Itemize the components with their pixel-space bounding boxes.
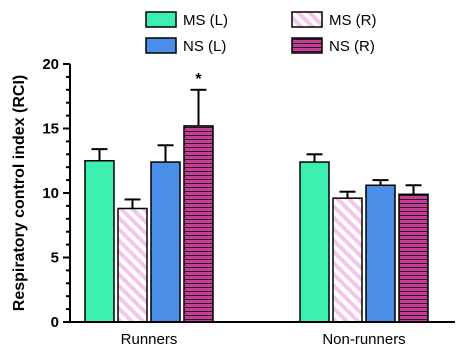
bar [332, 197, 363, 323]
legend-swatch [145, 11, 177, 28]
bar [299, 161, 330, 323]
error-bars [91, 88, 422, 209]
bar [117, 207, 148, 323]
annotations: * [195, 71, 202, 88]
y-tick-label: 0 [51, 314, 59, 331]
bar [84, 160, 115, 323]
x-axis: Runners Non-runners [70, 321, 455, 348]
legend-label: NS (L) [183, 38, 226, 55]
bar [150, 161, 181, 323]
legend-label: NS (R) [329, 38, 375, 55]
legend-swatch [291, 11, 323, 28]
bars [84, 125, 429, 323]
legend-swatch [145, 37, 177, 54]
y-axis-label: Respiratory control index (RCI) [11, 75, 28, 311]
y-tick-label: 10 [42, 185, 59, 202]
y-tick-label: 15 [42, 121, 59, 138]
x-tick-label: Non-runners [322, 331, 405, 348]
y-tick-label: 20 [42, 56, 59, 73]
y-axis: 0 5 10 15 20 [42, 56, 71, 331]
bar [365, 184, 396, 323]
legend-swatch [291, 37, 323, 54]
legend: MS (L) MS (R) NS (L) NS (R) [145, 11, 377, 55]
significance-marker: * [195, 71, 202, 88]
x-tick-label: Runners [121, 331, 178, 348]
legend-label: MS (R) [329, 12, 377, 29]
bar [398, 193, 429, 323]
bar [183, 125, 214, 323]
y-tick-label: 5 [51, 250, 59, 267]
legend-label: MS (L) [183, 12, 228, 29]
